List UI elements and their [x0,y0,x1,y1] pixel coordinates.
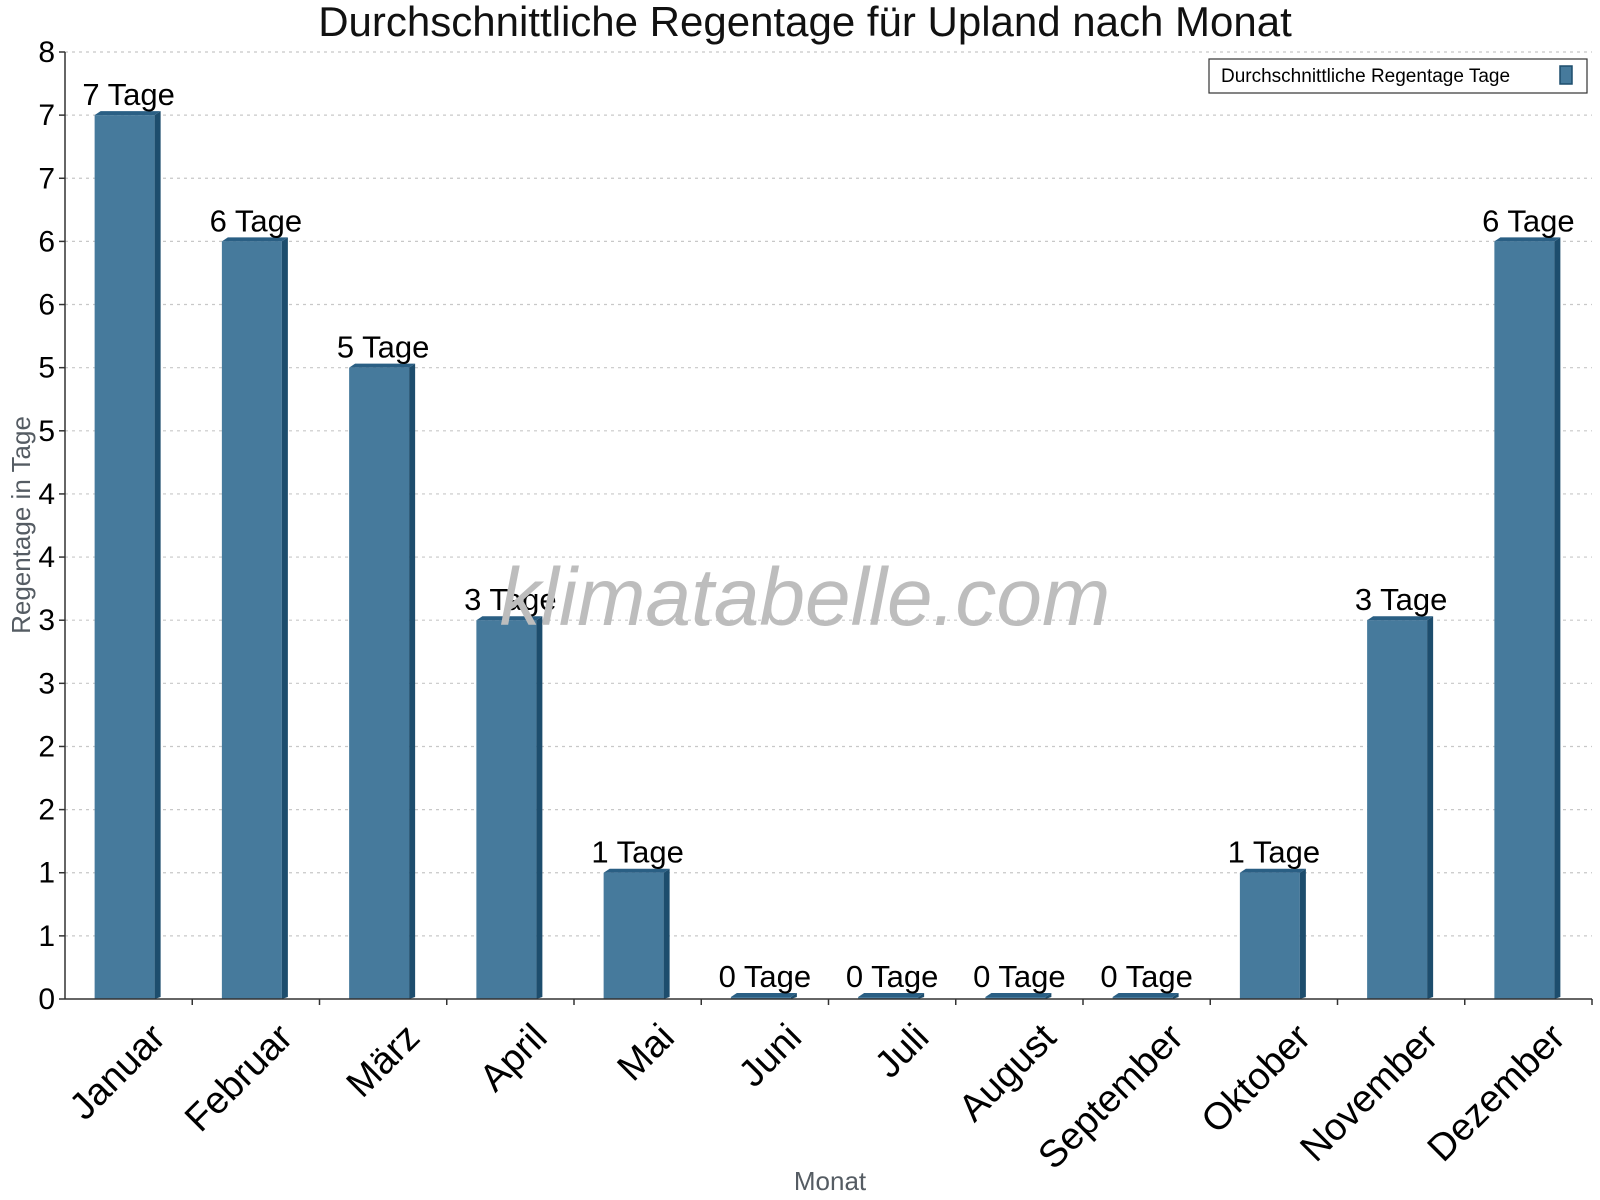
bar-side [790,993,797,999]
x-tick-label: August [951,1016,1065,1130]
bar-side [409,363,416,1000]
y-tick-label: 5 [38,352,55,385]
chart-title: Durchschnittliche Regentage für Upland n… [318,0,1292,45]
y-axis-ticks: 0 1 1 2 2 3 3 4 4 5 5 6 6 7 7 8 [38,36,65,1016]
y-tick-label: 4 [38,478,55,511]
x-tick-label: Januar [62,1016,174,1128]
legend-label: Durchschnittliche Regentage Tage [1221,66,1510,87]
data-label: 1 Tage [591,835,684,870]
x-tick-label: März [339,1016,428,1105]
x-axis-ticks: Januar Februar März April Mai Juni Juli AugustS… [62,999,1593,1177]
y-tick-label: 7 [38,162,55,195]
y-tick-label: 1 [38,857,55,890]
bar-top [1239,868,1306,873]
data-label: 6 Tage [1482,203,1575,238]
bar [730,997,791,999]
y-tick-label: 2 [38,730,55,763]
data-label: 0 Tage [973,959,1066,994]
bar-side [536,616,543,999]
data-label: 3 Tage [464,582,557,617]
y-tick-label: 3 [38,604,55,637]
y-tick-label: 6 [38,225,55,258]
bar-top [221,237,288,242]
x-tick-label: Juli [867,1016,937,1086]
x-tick-label: Oktober [1194,1016,1320,1142]
bar-side [1554,237,1561,999]
bar-side [281,237,288,999]
x-tick-label: Dezember [1420,1016,1574,1170]
x-tick-label: Juni [731,1016,810,1095]
bar-top [1367,616,1434,621]
bar [94,115,155,1000]
x-tick-label: April [472,1016,555,1099]
bar [858,997,919,999]
data-label: 7 Tage [82,77,175,112]
bar-top [858,993,925,997]
data-label: 0 Tage [846,959,939,994]
bar [1494,241,1555,999]
bar [985,997,1046,999]
bar-top [730,993,797,997]
y-tick-label: 0 [38,983,55,1016]
data-label: 5 Tage [337,330,430,365]
x-tick-label: Februar [177,1016,301,1140]
data-label: 0 Tage [1100,959,1193,994]
bar-side [918,993,925,999]
data-label: 1 Tage [1228,835,1321,870]
y-tick-label: 7 [38,99,55,132]
y-tick-label: 4 [38,541,55,574]
bar-side [1427,616,1434,999]
bar-side [1172,993,1179,999]
legend: Durchschnittliche Regentage Tage [1208,58,1588,94]
legend-swatch [1559,65,1573,85]
bar [1367,620,1428,999]
bar-top [1112,993,1179,997]
data-label: 6 Tage [210,203,303,238]
watermark: klimatabelle.com [500,552,1111,643]
bar [221,241,282,999]
bar [349,367,410,1000]
grid-lines [65,51,1592,937]
axes [64,52,1592,1000]
data-label: 0 Tage [719,959,812,994]
legend-box [1208,58,1588,94]
x-tick-label: November [1293,1016,1447,1170]
y-tick-label: 3 [38,667,55,700]
bar [476,620,537,999]
y-tick-label: 1 [38,920,55,953]
bar-top [349,363,416,368]
bar-top [1494,237,1561,242]
bar-side [663,868,670,999]
bar-top [94,111,161,116]
bar-side [1299,868,1306,999]
bar-top [603,868,670,873]
bar-top [476,616,543,621]
bar-side [154,111,161,1000]
y-axis-title: Regentage in Tage [6,416,36,634]
data-labels: 7 Tage 6 Tage 5 Tage 3 Tage 1 Tage 0 Tage 0 Ta… [82,77,1574,994]
bar-side [1045,993,1052,999]
x-axis-title: Monat [794,1166,867,1196]
bar [1239,872,1300,999]
bar [603,872,664,999]
y-tick-label: 2 [38,794,55,827]
bar-top [985,993,1052,997]
x-tick-label: Mai [610,1016,683,1089]
bar [1112,997,1173,999]
y-tick-label: 8 [38,36,55,69]
data-label: 3 Tage [1355,582,1448,617]
y-tick-label: 6 [38,289,55,322]
bars [94,111,1561,1000]
y-tick-label: 5 [38,415,55,448]
